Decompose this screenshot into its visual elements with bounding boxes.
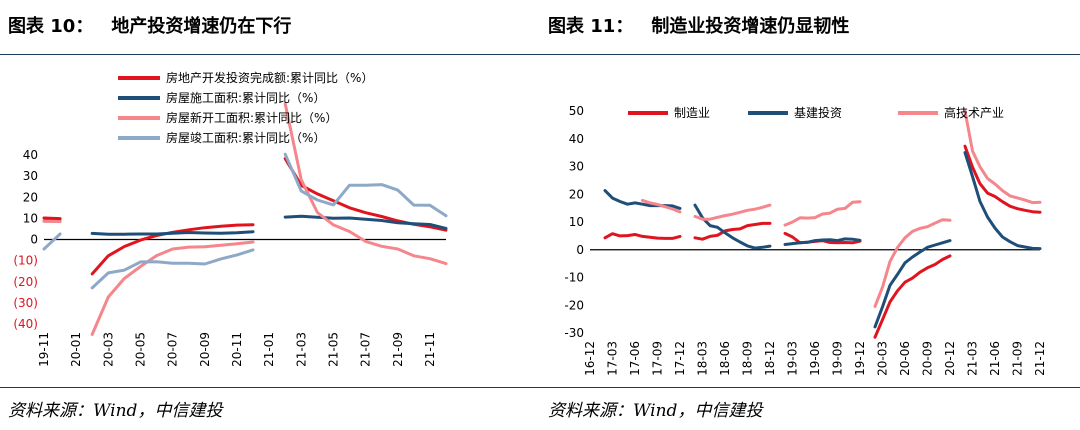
legend-label: 房地产开发投资完成额:累计同比（%） [166, 70, 373, 85]
legend-label: 基建投资 [794, 105, 842, 120]
legend-label: 制造业 [674, 106, 710, 120]
series-line [603, 151, 1042, 329]
legend-label: 房屋施工面积:累计同比（%） [166, 90, 325, 105]
x-tick-label: 20-03 [101, 332, 115, 367]
x-tick-label: 19-03 [786, 341, 800, 376]
x-tick-label: 21-03 [294, 332, 308, 367]
y-tick-label: 30 [23, 169, 38, 183]
x-tick-label: 19-06 [808, 341, 822, 376]
x-tick-label: 18-09 [741, 341, 755, 376]
x-tick-label: 20-05 [133, 332, 147, 367]
x-tick-label: 21-06 [988, 341, 1002, 376]
y-tick-label: 30 [569, 160, 584, 174]
figure-number: 图表 11： [548, 16, 634, 37]
x-tick-label: 19-11 [37, 332, 51, 367]
source-note: 资料来源：Wind，中信建投 [8, 401, 223, 421]
x-tick-label: 21-07 [359, 332, 373, 367]
y-tick-label: 0 [30, 233, 38, 247]
x-tick-label: 20-09 [921, 341, 935, 376]
x-tick-label: 21-01 [262, 332, 276, 367]
x-tick-label: 21-11 [423, 332, 437, 367]
y-tick-label: 10 [569, 215, 584, 229]
x-tick-label: 20-01 [69, 332, 83, 367]
x-tick-label: 19-09 [831, 341, 845, 376]
x-tick-label: 21-09 [391, 332, 405, 367]
series-line [42, 102, 448, 336]
chart-title-left: 图表 10： 地产投资增速仍在下行 [8, 12, 291, 38]
x-tick-label: 20-09 [198, 332, 212, 367]
y-tick-label: 20 [23, 190, 38, 204]
legend-label: 房屋新开工面积:累计同比（%） [166, 110, 337, 125]
legend-label: 高技术产业 [944, 105, 1004, 120]
y-tick-label: 40 [23, 148, 38, 162]
y-tick-label: 0 [576, 243, 584, 257]
y-tick-label: -20 [564, 298, 584, 312]
y-tick-label: 20 [569, 187, 584, 201]
x-tick-label: 21-12 [1033, 341, 1047, 376]
series-line [641, 109, 1042, 308]
series-line [42, 157, 448, 276]
x-tick-label: 20-03 [876, 341, 890, 376]
figure-title-text: 地产投资增速仍在下行 [111, 16, 292, 37]
source-rule [0, 387, 540, 388]
x-tick-label: 17-06 [628, 341, 642, 376]
y-tick-label: -10 [564, 271, 584, 285]
x-tick-label: 17-09 [651, 341, 665, 376]
y-tick-label: (40) [13, 317, 38, 331]
y-tick-label: -30 [564, 326, 584, 340]
y-tick-label: 40 [569, 132, 584, 146]
x-tick-label: 20-12 [943, 341, 957, 376]
y-tick-label: (30) [13, 296, 38, 310]
x-tick-label: 17-12 [673, 341, 687, 376]
source-note: 资料来源：Wind，中信建投 [548, 401, 763, 421]
line-chart-real-estate: 40 30 20 10 0 (10) (20) (30) (40)19-11 20-01 20-03… [13, 70, 448, 367]
figure-number: 图表 10： [8, 16, 94, 37]
y-tick-label: 50 [569, 104, 584, 118]
title-rule [0, 54, 540, 55]
x-tick-label: 21-09 [1011, 341, 1025, 376]
chart-panel-left: 图表 10： 地产投资增速仍在下行 40 30 20 10 0 (10) (20) (30) (4… [0, 12, 540, 421]
legend-label: 房屋竣工面积:累计同比（%） [166, 130, 325, 145]
x-tick-label: 18-03 [696, 341, 710, 376]
source-rule [540, 387, 1080, 388]
series-line [42, 152, 448, 290]
x-tick-label: 19-12 [853, 341, 867, 376]
x-tick-label: 16-12 [583, 341, 597, 376]
chart-panel-right: 图表 11： 制造业投资增速仍显韧性 50 40 30 20 10 0 -10 -20 -30 16… [540, 0, 1080, 430]
x-tick-label: 20-11 [230, 332, 244, 367]
x-tick-label: 17-03 [606, 341, 620, 376]
x-tick-label: 21-05 [326, 332, 340, 367]
y-tick-label: (20) [13, 275, 38, 289]
x-tick-label: 21-03 [966, 341, 980, 376]
x-tick-label: 18-06 [718, 341, 732, 376]
figure-title-text: 制造业投资增速仍显韧性 [651, 16, 850, 37]
series-line [603, 144, 1042, 339]
x-tick-label: 20-06 [898, 341, 912, 376]
title-rule [540, 54, 1080, 55]
y-tick-label: (10) [13, 254, 38, 268]
x-tick-label: 20-07 [166, 332, 180, 367]
x-tick-label: 18-12 [763, 341, 777, 376]
chart-title-right: 图表 11： 制造业投资增速仍显韧性 [548, 12, 849, 38]
y-tick-label: 10 [23, 211, 38, 225]
